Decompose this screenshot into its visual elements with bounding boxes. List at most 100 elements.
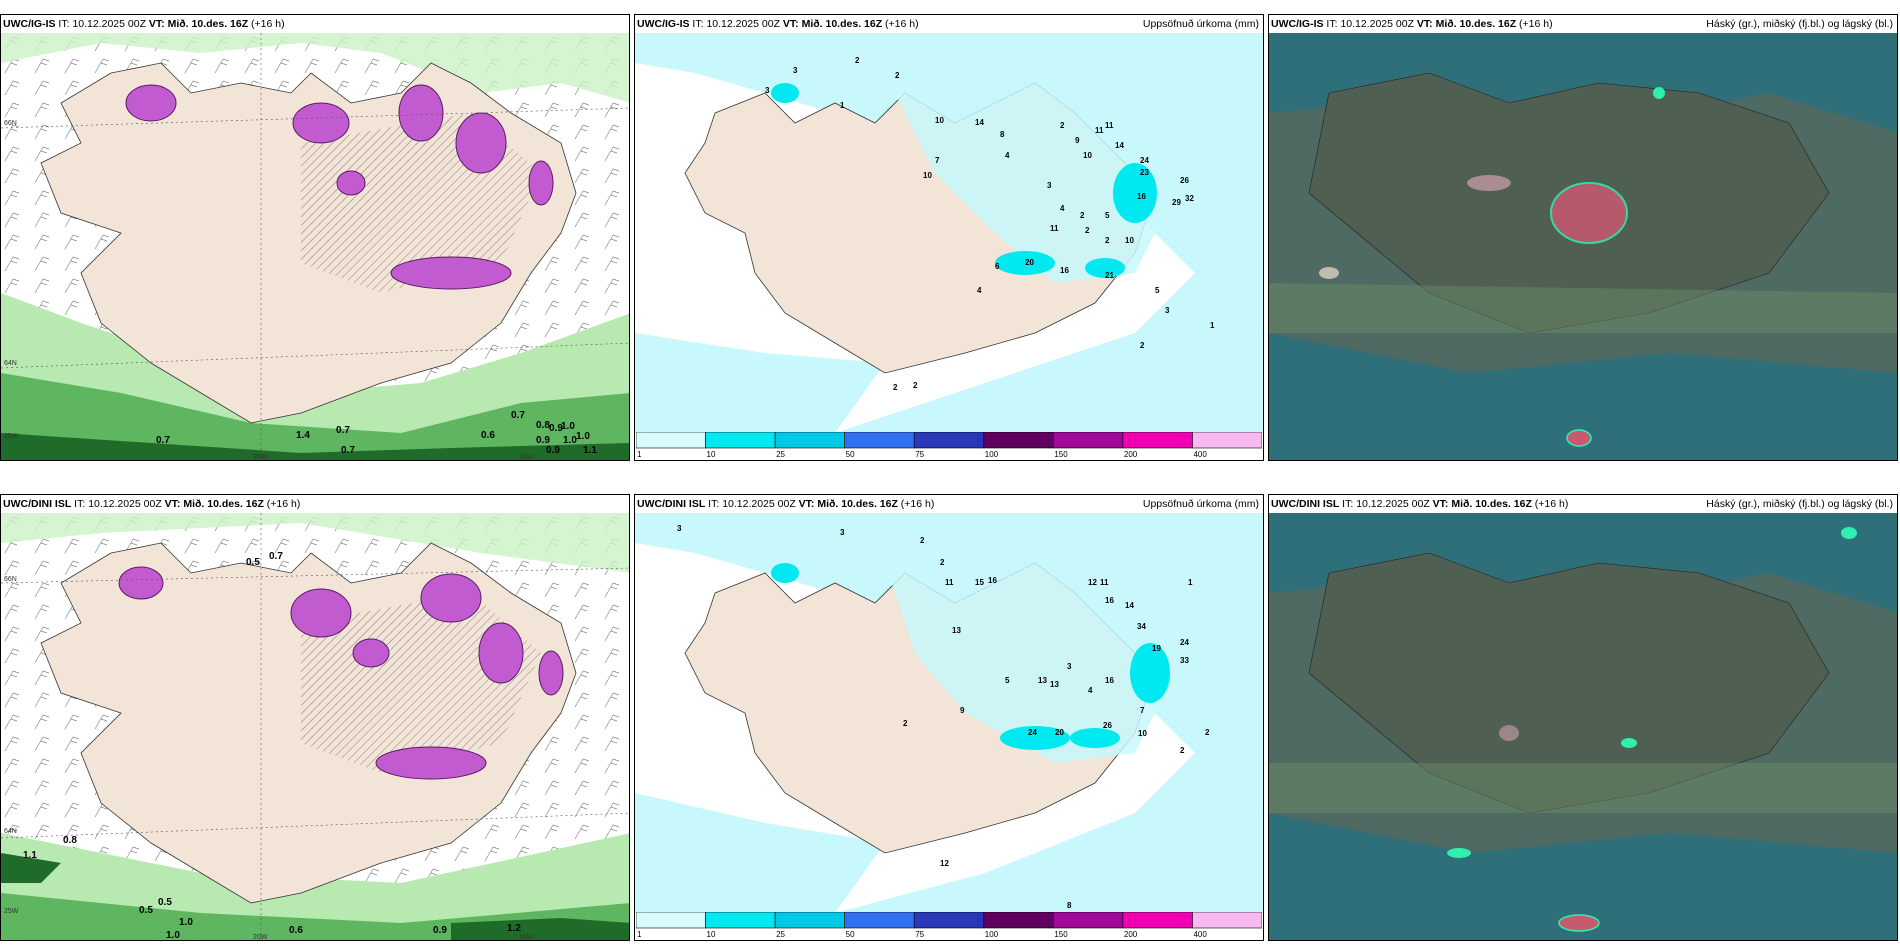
svg-text:3: 3 [793, 66, 798, 75]
svg-text:13: 13 [1038, 676, 1047, 685]
svg-text:6: 6 [995, 262, 1000, 271]
precip-values: 3 2 2 1 10 3 7 10 14 8 4 2 9 10 11 11 14… [765, 56, 1215, 392]
precip-panel-bottom: UWC/DINI ISL IT: 10.12.2025 00Z VT: Mið.… [634, 494, 1264, 941]
svg-text:11: 11 [1100, 578, 1109, 587]
svg-text:3: 3 [677, 524, 682, 533]
svg-text:16: 16 [988, 576, 997, 585]
colorbar-swatch [913, 911, 985, 929]
svg-text:1.0: 1.0 [576, 431, 590, 442]
colorbar-tick: 200 [1124, 450, 1138, 459]
colorbar-tick: 50 [846, 930, 855, 939]
wind-values: 0.7 0.7 0.7 0.6 0.7 0.8 0.9 1.0 0.9 1.0 … [156, 410, 597, 456]
wind-panel-top: UWC/IG-IS IT: 10.12.2025 00Z VT: Mið. 10… [0, 14, 630, 461]
svg-text:0.5: 0.5 [246, 557, 260, 568]
svg-text:2: 2 [1085, 226, 1090, 235]
svg-text:0.6: 0.6 [481, 430, 495, 441]
svg-text:2: 2 [1080, 211, 1085, 220]
svg-text:1.2: 1.2 [507, 923, 521, 934]
svg-text:9: 9 [960, 706, 965, 715]
cloud-map [1269, 33, 1897, 460]
svg-text:0.9: 0.9 [549, 423, 563, 434]
svg-text:24: 24 [1180, 638, 1189, 647]
svg-text:15: 15 [975, 578, 984, 587]
svg-text:8: 8 [1067, 901, 1072, 910]
colorbar-swatch [705, 431, 776, 449]
panel-header: UWC/DINI ISL IT: 10.12.2025 00Z VT: Mið.… [1269, 495, 1897, 513]
precip-map-svg: 3 3 2 2 11 15 16 12 11 16 14 24 33 34 19… [635, 513, 1263, 913]
svg-text:15W: 15W [519, 934, 534, 941]
colorbar-tick: 75 [915, 450, 924, 459]
svg-text:12: 12 [1088, 578, 1097, 587]
svg-text:12: 12 [940, 859, 949, 868]
colorbar-tick: 75 [915, 930, 924, 939]
svg-text:0.7: 0.7 [336, 425, 350, 436]
svg-text:11: 11 [1050, 224, 1059, 233]
cloud-map [1269, 513, 1897, 940]
svg-text:7: 7 [935, 156, 940, 165]
svg-text:5: 5 [1005, 676, 1010, 685]
svg-text:3: 3 [1165, 306, 1170, 315]
svg-text:8: 8 [1000, 130, 1005, 139]
colorbar-tick: 10 [707, 930, 716, 939]
svg-text:1.0: 1.0 [561, 421, 575, 432]
svg-text:1: 1 [840, 101, 845, 110]
colorbar-tick: 1 [637, 450, 642, 459]
svg-text:10: 10 [1138, 729, 1147, 738]
svg-text:25W: 25W [4, 908, 19, 915]
svg-text:10: 10 [1083, 151, 1092, 160]
svg-text:10: 10 [923, 171, 932, 180]
svg-text:2: 2 [1140, 341, 1145, 350]
svg-text:64N: 64N [4, 360, 17, 367]
precip-values: 3 3 2 2 11 15 16 12 11 16 14 24 33 34 19… [677, 524, 1210, 910]
svg-text:4: 4 [1088, 686, 1093, 695]
svg-text:0.8: 0.8 [63, 835, 77, 846]
svg-text:2: 2 [920, 536, 925, 545]
svg-text:7: 7 [1140, 706, 1145, 715]
svg-text:0.7: 0.7 [511, 410, 525, 421]
colorbar-svg: 1 10 25 50 75 100 150 200 400 [635, 431, 1263, 459]
svg-text:16: 16 [1105, 596, 1114, 605]
svg-text:2: 2 [893, 383, 898, 392]
svg-text:4: 4 [1060, 204, 1065, 213]
svg-text:33: 33 [1180, 656, 1189, 665]
wind-map-svg: 0.7 0.7 0.7 0.6 0.7 0.8 0.9 1.0 0.9 1.0 … [1, 33, 629, 460]
svg-text:13: 13 [952, 626, 961, 635]
svg-text:3: 3 [1047, 181, 1052, 190]
svg-text:0.5: 0.5 [158, 897, 172, 908]
cloud-panel-top: UWC/IG-IS IT: 10.12.2025 00Z VT: Mið. 10… [1268, 14, 1898, 461]
precip-map-svg: 3 2 2 1 10 3 7 10 14 8 4 2 9 10 11 11 14… [635, 33, 1263, 433]
svg-text:20W: 20W [253, 934, 268, 941]
colorbar-tick: 100 [985, 930, 999, 939]
colorbar-tick: 10 [707, 450, 716, 459]
svg-text:2: 2 [1205, 728, 1210, 737]
svg-text:0.7: 0.7 [341, 445, 355, 456]
grid-labels: 66N 64N 25W 20W 15W [4, 576, 534, 941]
svg-text:23: 23 [1140, 168, 1149, 177]
cloud-map-svg [1269, 33, 1897, 460]
svg-text:11: 11 [1095, 126, 1104, 135]
svg-text:0.7: 0.7 [156, 435, 170, 446]
colorbar-swatch [774, 911, 845, 929]
svg-text:9: 9 [1075, 136, 1080, 145]
high-cloud-shade [1319, 87, 1665, 447]
svg-text:10: 10 [1125, 236, 1134, 245]
svg-text:1.0: 1.0 [563, 435, 577, 446]
wind-map-svg: 0.5 0.7 0.5 0.5 1.0 1.0 0.6 0.9 1.2 1.1 … [1, 513, 629, 941]
svg-text:4: 4 [977, 286, 982, 295]
svg-text:2: 2 [1060, 121, 1065, 130]
svg-text:3: 3 [1067, 662, 1072, 671]
svg-text:16: 16 [1137, 192, 1146, 201]
wind-map: 0.5 0.7 0.5 0.5 1.0 1.0 0.6 0.9 1.2 1.1 … [1, 513, 629, 941]
svg-text:16: 16 [1105, 676, 1114, 685]
svg-text:34: 34 [1137, 622, 1146, 631]
svg-text:0.7: 0.7 [269, 551, 283, 562]
svg-text:0.8: 0.8 [536, 420, 550, 431]
svg-text:0.9: 0.9 [546, 445, 560, 456]
colorbar-tick: 200 [1124, 930, 1138, 939]
wind-panel-bottom: UWC/DINI ISL IT: 10.12.2025 00Z VT: Mið.… [0, 494, 630, 941]
colorbar-tick: 150 [1054, 450, 1068, 459]
colorbar-swatch [635, 431, 706, 449]
colorbar-tick: 400 [1193, 450, 1207, 459]
wind-values: 0.5 0.7 0.5 0.5 1.0 1.0 0.6 0.9 1.2 1.1 … [23, 551, 521, 940]
svg-text:13: 13 [1050, 680, 1059, 689]
